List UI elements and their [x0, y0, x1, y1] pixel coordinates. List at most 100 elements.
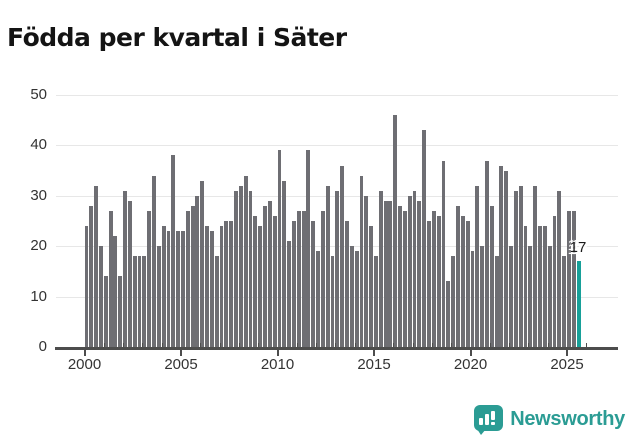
- bar-2013-Q4: [349, 246, 354, 347]
- x-minor-tick: [161, 343, 163, 347]
- bar-2000-Q4: [98, 246, 103, 347]
- bar-2010-Q1: [277, 150, 282, 347]
- chart-title: Födda per kvartal i Säter: [7, 22, 347, 52]
- bar-2009-Q2: [263, 205, 267, 347]
- logo-chart-bar: [485, 414, 490, 425]
- bar-2017-Q1: [412, 190, 417, 347]
- x-major-tick: [276, 350, 279, 356]
- bar-2011-Q1: [296, 210, 301, 347]
- gridline-y-40: [56, 145, 618, 147]
- bar-2024-Q2: [552, 215, 557, 347]
- bar-2014-Q1: [354, 251, 359, 347]
- bar-2012-Q2: [320, 210, 325, 347]
- bar-2023-Q2: [533, 185, 538, 347]
- y-axis-label-40: 40: [30, 136, 47, 154]
- bar-2002-Q4: [137, 256, 142, 347]
- x-minor-tick: [258, 343, 260, 347]
- bar-2007-Q4: [234, 190, 238, 347]
- bar-2008-Q3: [248, 190, 253, 347]
- bar-2005-Q4: [195, 195, 200, 347]
- bar-2023-Q3: [538, 226, 542, 347]
- bar-2012-Q3: [325, 185, 330, 347]
- bar-2000-Q2: [89, 205, 94, 347]
- x-minor-tick: [431, 343, 433, 347]
- bar-2000-Q3: [94, 185, 99, 347]
- bar-2013-Q3: [345, 221, 349, 347]
- bar-2009-Q4: [272, 215, 277, 347]
- y-axis-label-30: 30: [30, 186, 47, 204]
- x-minor-tick: [200, 343, 202, 347]
- bar-2003-Q3: [152, 175, 156, 347]
- x-axis-label-2025: 2025: [550, 356, 584, 373]
- x-major-tick: [566, 350, 568, 356]
- bar-2007-Q1: [219, 226, 224, 347]
- bar-2007-Q3: [229, 221, 234, 347]
- bar-2009-Q1: [258, 226, 263, 347]
- bar-2024-Q4: [562, 256, 567, 347]
- bar-2025-Q2: [571, 210, 576, 347]
- logo-exclamation-dot: [491, 422, 496, 425]
- bar-2018-Q4: [446, 281, 451, 347]
- logo-bubble-tail: [477, 429, 487, 435]
- bar-2004-Q3: [171, 155, 176, 347]
- bar-2017-Q3: [422, 130, 427, 347]
- x-axis-label-2020: 2020: [453, 356, 488, 373]
- bar-2013-Q1: [335, 190, 340, 347]
- bar-2000-Q1: [84, 226, 89, 347]
- bar-2005-Q1: [181, 231, 185, 347]
- gridline-y-50: [56, 95, 618, 96]
- bar-2008-Q4: [253, 215, 258, 347]
- newsworthy-logo[interactable]: Newsworthy: [474, 405, 625, 435]
- bar-2020-Q2: [475, 185, 480, 347]
- bar-2019-Q1: [451, 256, 456, 347]
- bar-2016-Q3: [402, 210, 407, 347]
- x-minor-tick: [103, 343, 105, 347]
- x-major-tick: [180, 350, 182, 356]
- y-axis-label-10: 10: [30, 287, 47, 305]
- bar-2006-Q2: [205, 226, 210, 347]
- bar-2004-Q2: [166, 231, 171, 347]
- bar-2021-Q1: [489, 205, 494, 347]
- newsworthy-logo-text: Newsworthy: [510, 408, 625, 430]
- bar-2023-Q1: [528, 246, 533, 347]
- bar-2021-Q3: [499, 165, 504, 347]
- x-axis-label-2010: 2010: [260, 356, 295, 373]
- bar-2011-Q3: [306, 150, 311, 347]
- bar-2024-Q3: [557, 190, 562, 347]
- bar-2003-Q4: [156, 246, 161, 347]
- bar-2001-Q3: [113, 236, 118, 347]
- bar-2022-Q2: [513, 190, 518, 347]
- bar-2012-Q4: [330, 256, 335, 347]
- x-major-tick: [83, 350, 86, 356]
- bar-2015-Q3: [383, 200, 388, 347]
- x-minor-tick: [412, 343, 414, 347]
- bar-2006-Q1: [200, 180, 205, 347]
- x-axis-line: [55, 347, 618, 350]
- bar-2015-Q4: [388, 200, 393, 347]
- bar-2022-Q4: [523, 226, 528, 347]
- x-minor-tick: [219, 343, 221, 347]
- bar-2025-Q3: [576, 261, 581, 347]
- x-axis-label-2015: 2015: [357, 356, 391, 373]
- bar-2012-Q1: [316, 251, 320, 347]
- bar-2005-Q3: [190, 205, 195, 347]
- bar-2014-Q2: [359, 175, 364, 347]
- bar-2016-Q2: [398, 205, 403, 347]
- y-axis-label-0: 0: [38, 338, 47, 355]
- last-value-annotation: 17: [569, 239, 587, 257]
- bar-2008-Q1: [238, 185, 243, 347]
- x-minor-tick: [238, 343, 240, 347]
- bar-2010-Q3: [287, 241, 292, 347]
- x-axis-label-2005: 2005: [164, 356, 198, 373]
- bar-2001-Q1: [103, 276, 108, 347]
- bar-2019-Q4: [465, 221, 470, 347]
- bar-2014-Q3: [364, 195, 369, 347]
- x-minor-tick: [528, 343, 530, 347]
- x-minor-tick: [451, 343, 453, 347]
- bar-2003-Q2: [147, 210, 152, 347]
- bar-2002-Q3: [132, 256, 137, 347]
- bar-2015-Q1: [374, 256, 378, 347]
- bar-2020-Q3: [480, 246, 485, 347]
- bar-2011-Q4: [311, 221, 316, 347]
